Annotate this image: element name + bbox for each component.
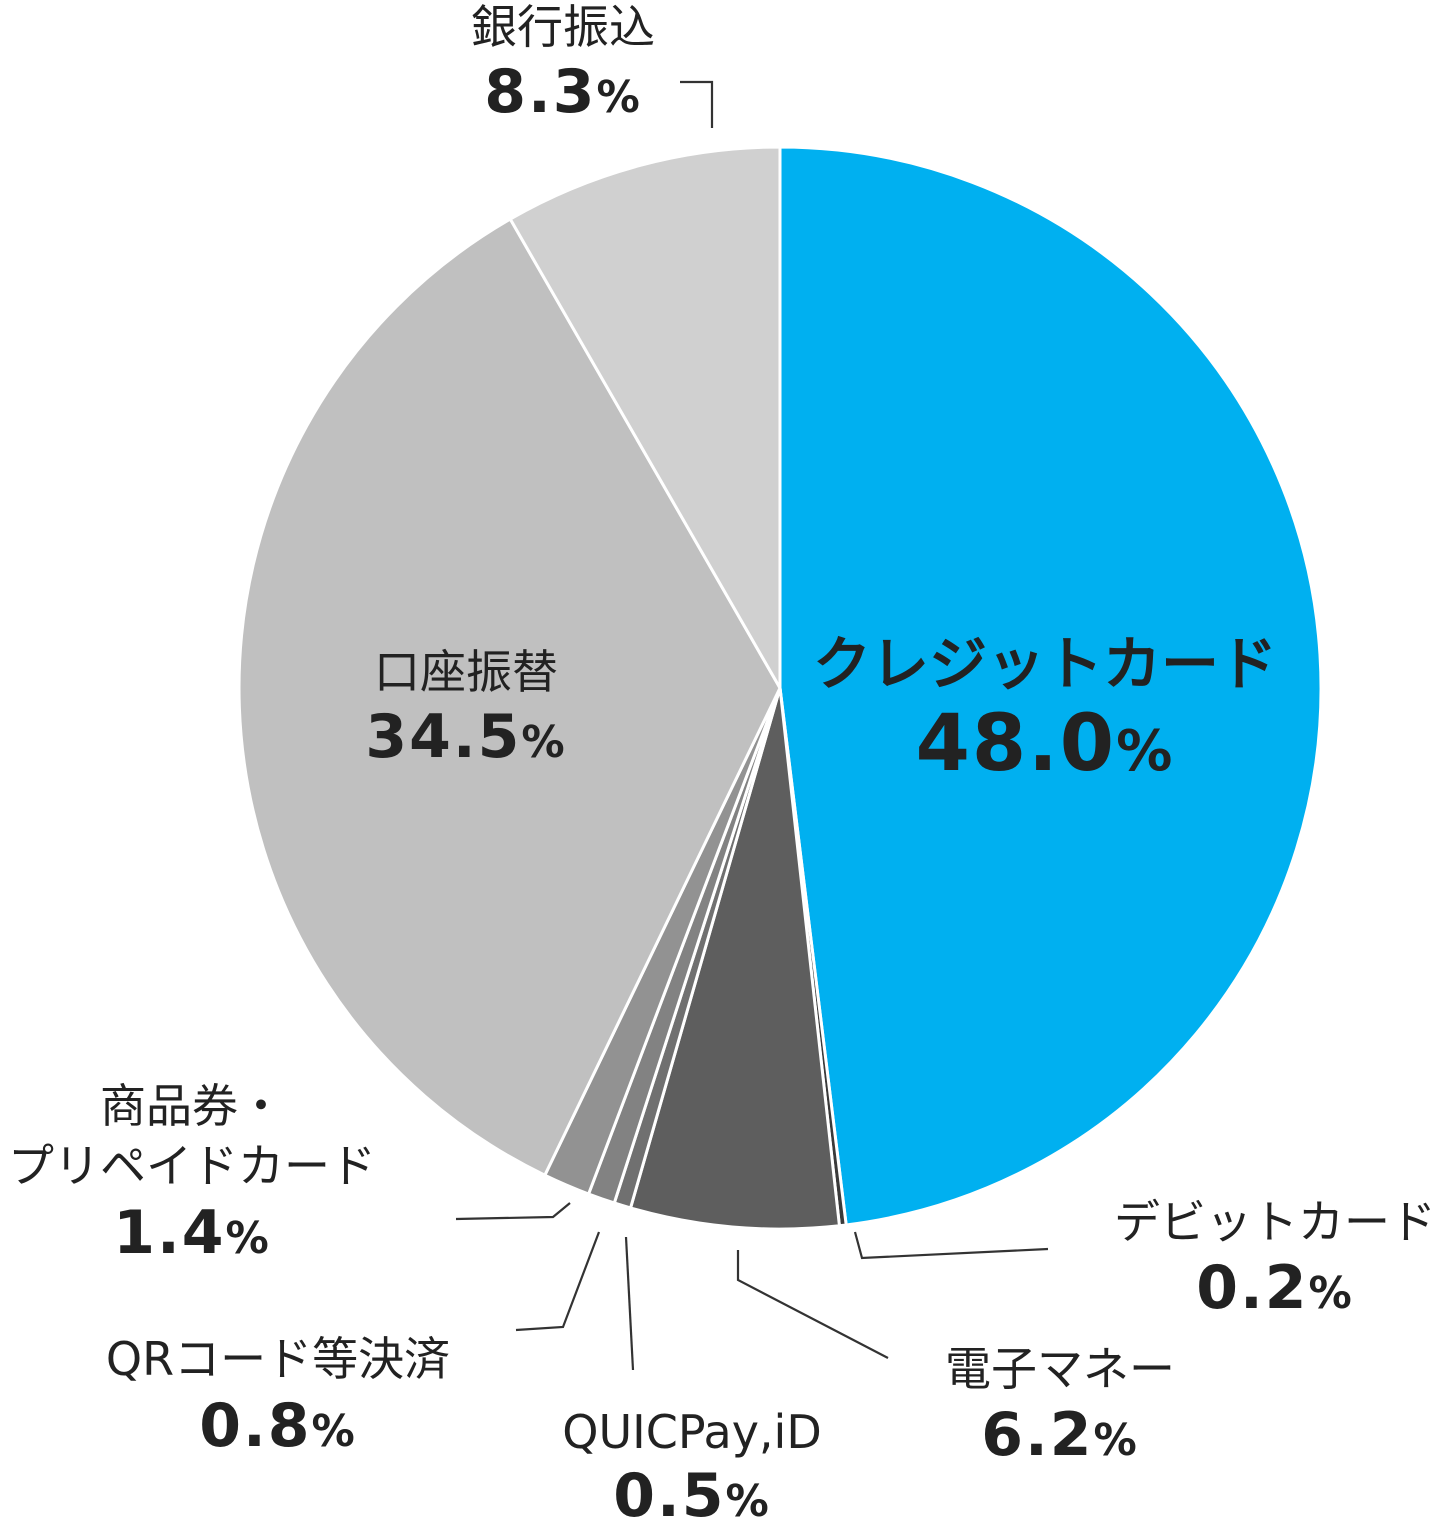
slice-label-gift-card-line2: プリペイドカード — [8, 1139, 376, 1193]
slice-label-gift-card-line1: 商品券・ — [100, 1079, 284, 1133]
leader-line-quicpay — [624, 1236, 635, 1371]
pie-slice-7 — [508, 145, 782, 690]
leader-line-gift-card — [455, 1202, 571, 1221]
slice-label-account-transfer: 口座振替 — [374, 645, 558, 699]
pie-slices — [237, 145, 1323, 1231]
slice-value-account-transfer: 34.5% — [365, 702, 566, 772]
slice-value-e-money: 6.2% — [981, 1400, 1139, 1470]
slice-value-gift-card: 1.4% — [113, 1198, 271, 1268]
leader-line-qr-code — [515, 1231, 601, 1332]
slice-value-quicpay: 0.5% — [613, 1461, 771, 1523]
slice-value-debit-card: 0.2% — [1196, 1253, 1354, 1323]
slice-label-debit-card: デビットカード — [1114, 1195, 1436, 1249]
slice-label-qr-code: QRコード等決済 — [106, 1332, 450, 1386]
leader-line-debit-card — [853, 1231, 1049, 1260]
slice-label-quicpay: QUICPay,iD — [562, 1405, 821, 1459]
slice-value-credit-card: 48.0% — [916, 699, 1175, 789]
slice-label-bank-transfer: 銀行振込 — [471, 0, 655, 54]
leader-line-e-money — [736, 1250, 889, 1359]
pie-slice-6 — [237, 217, 782, 1177]
slice-value-bank-transfer: 8.3% — [484, 57, 642, 127]
pie-slice-2 — [629, 686, 841, 1231]
leader-line-bank-transfer — [680, 80, 714, 128]
slice-value-qr-code: 0.8% — [199, 1391, 357, 1461]
slice-label-credit-card: クレジットカード — [813, 630, 1277, 698]
pie-slice-0 — [778, 145, 1323, 1227]
slice-label-e-money: 電子マネー — [945, 1342, 1175, 1396]
